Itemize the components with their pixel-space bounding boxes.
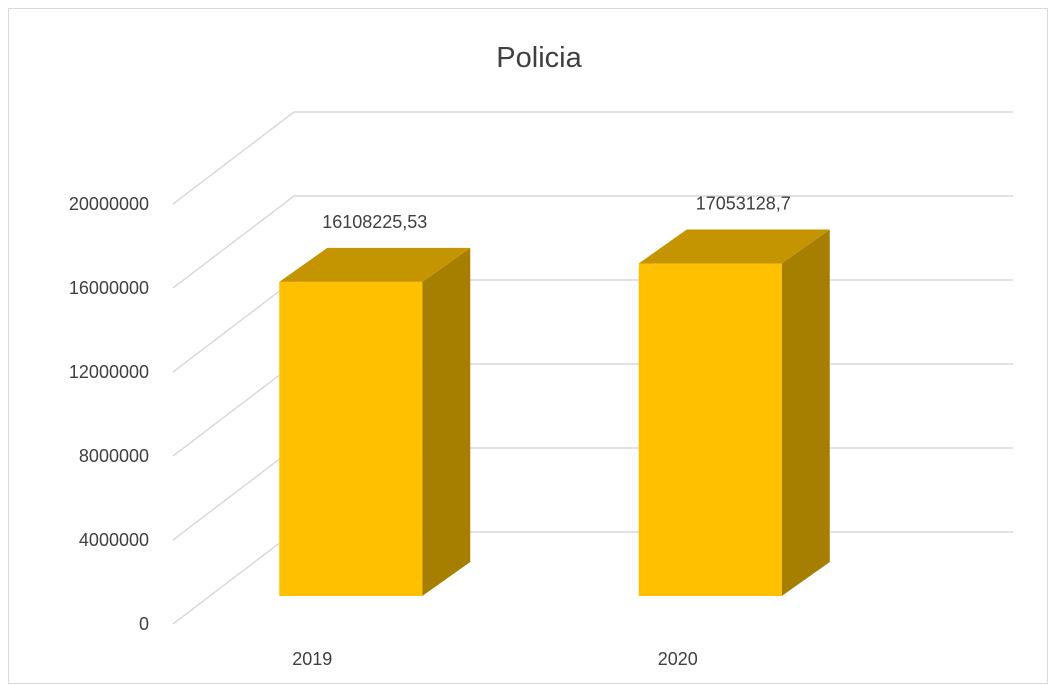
y-axis: 0 4000000 8000000 12000000 16000000 20000000 bbox=[69, 194, 149, 634]
y-tick-label: 20000000 bbox=[69, 194, 149, 214]
y-tick-label: 8000000 bbox=[79, 446, 149, 466]
bar bbox=[638, 263, 782, 596]
bar-side-face bbox=[781, 229, 830, 596]
chart-area: 0 4000000 8000000 12000000 16000000 20000000 … bbox=[8, 8, 1048, 684]
chart-title: Policia bbox=[496, 42, 582, 74]
x-axis: 2019 2020 bbox=[292, 649, 698, 669]
y-tick-label: 4000000 bbox=[79, 530, 149, 550]
data-label: 16108225,53 bbox=[322, 212, 427, 232]
bar-top-face bbox=[638, 229, 830, 264]
bar-side-face bbox=[422, 247, 471, 597]
gridline bbox=[172, 111, 1013, 205]
bars: 16108225,53 17053128,7 bbox=[279, 193, 830, 597]
bar-top-face bbox=[279, 247, 471, 282]
bar bbox=[279, 281, 423, 596]
y-tick-label: 16000000 bbox=[69, 278, 149, 298]
x-tick-label: 2020 bbox=[658, 649, 698, 669]
y-tick-label: 12000000 bbox=[69, 362, 149, 382]
x-tick-label: 2019 bbox=[292, 649, 332, 669]
y-tick-label: 0 bbox=[139, 614, 149, 634]
data-label: 17053128,7 bbox=[696, 193, 791, 213]
gridline bbox=[172, 195, 1013, 289]
